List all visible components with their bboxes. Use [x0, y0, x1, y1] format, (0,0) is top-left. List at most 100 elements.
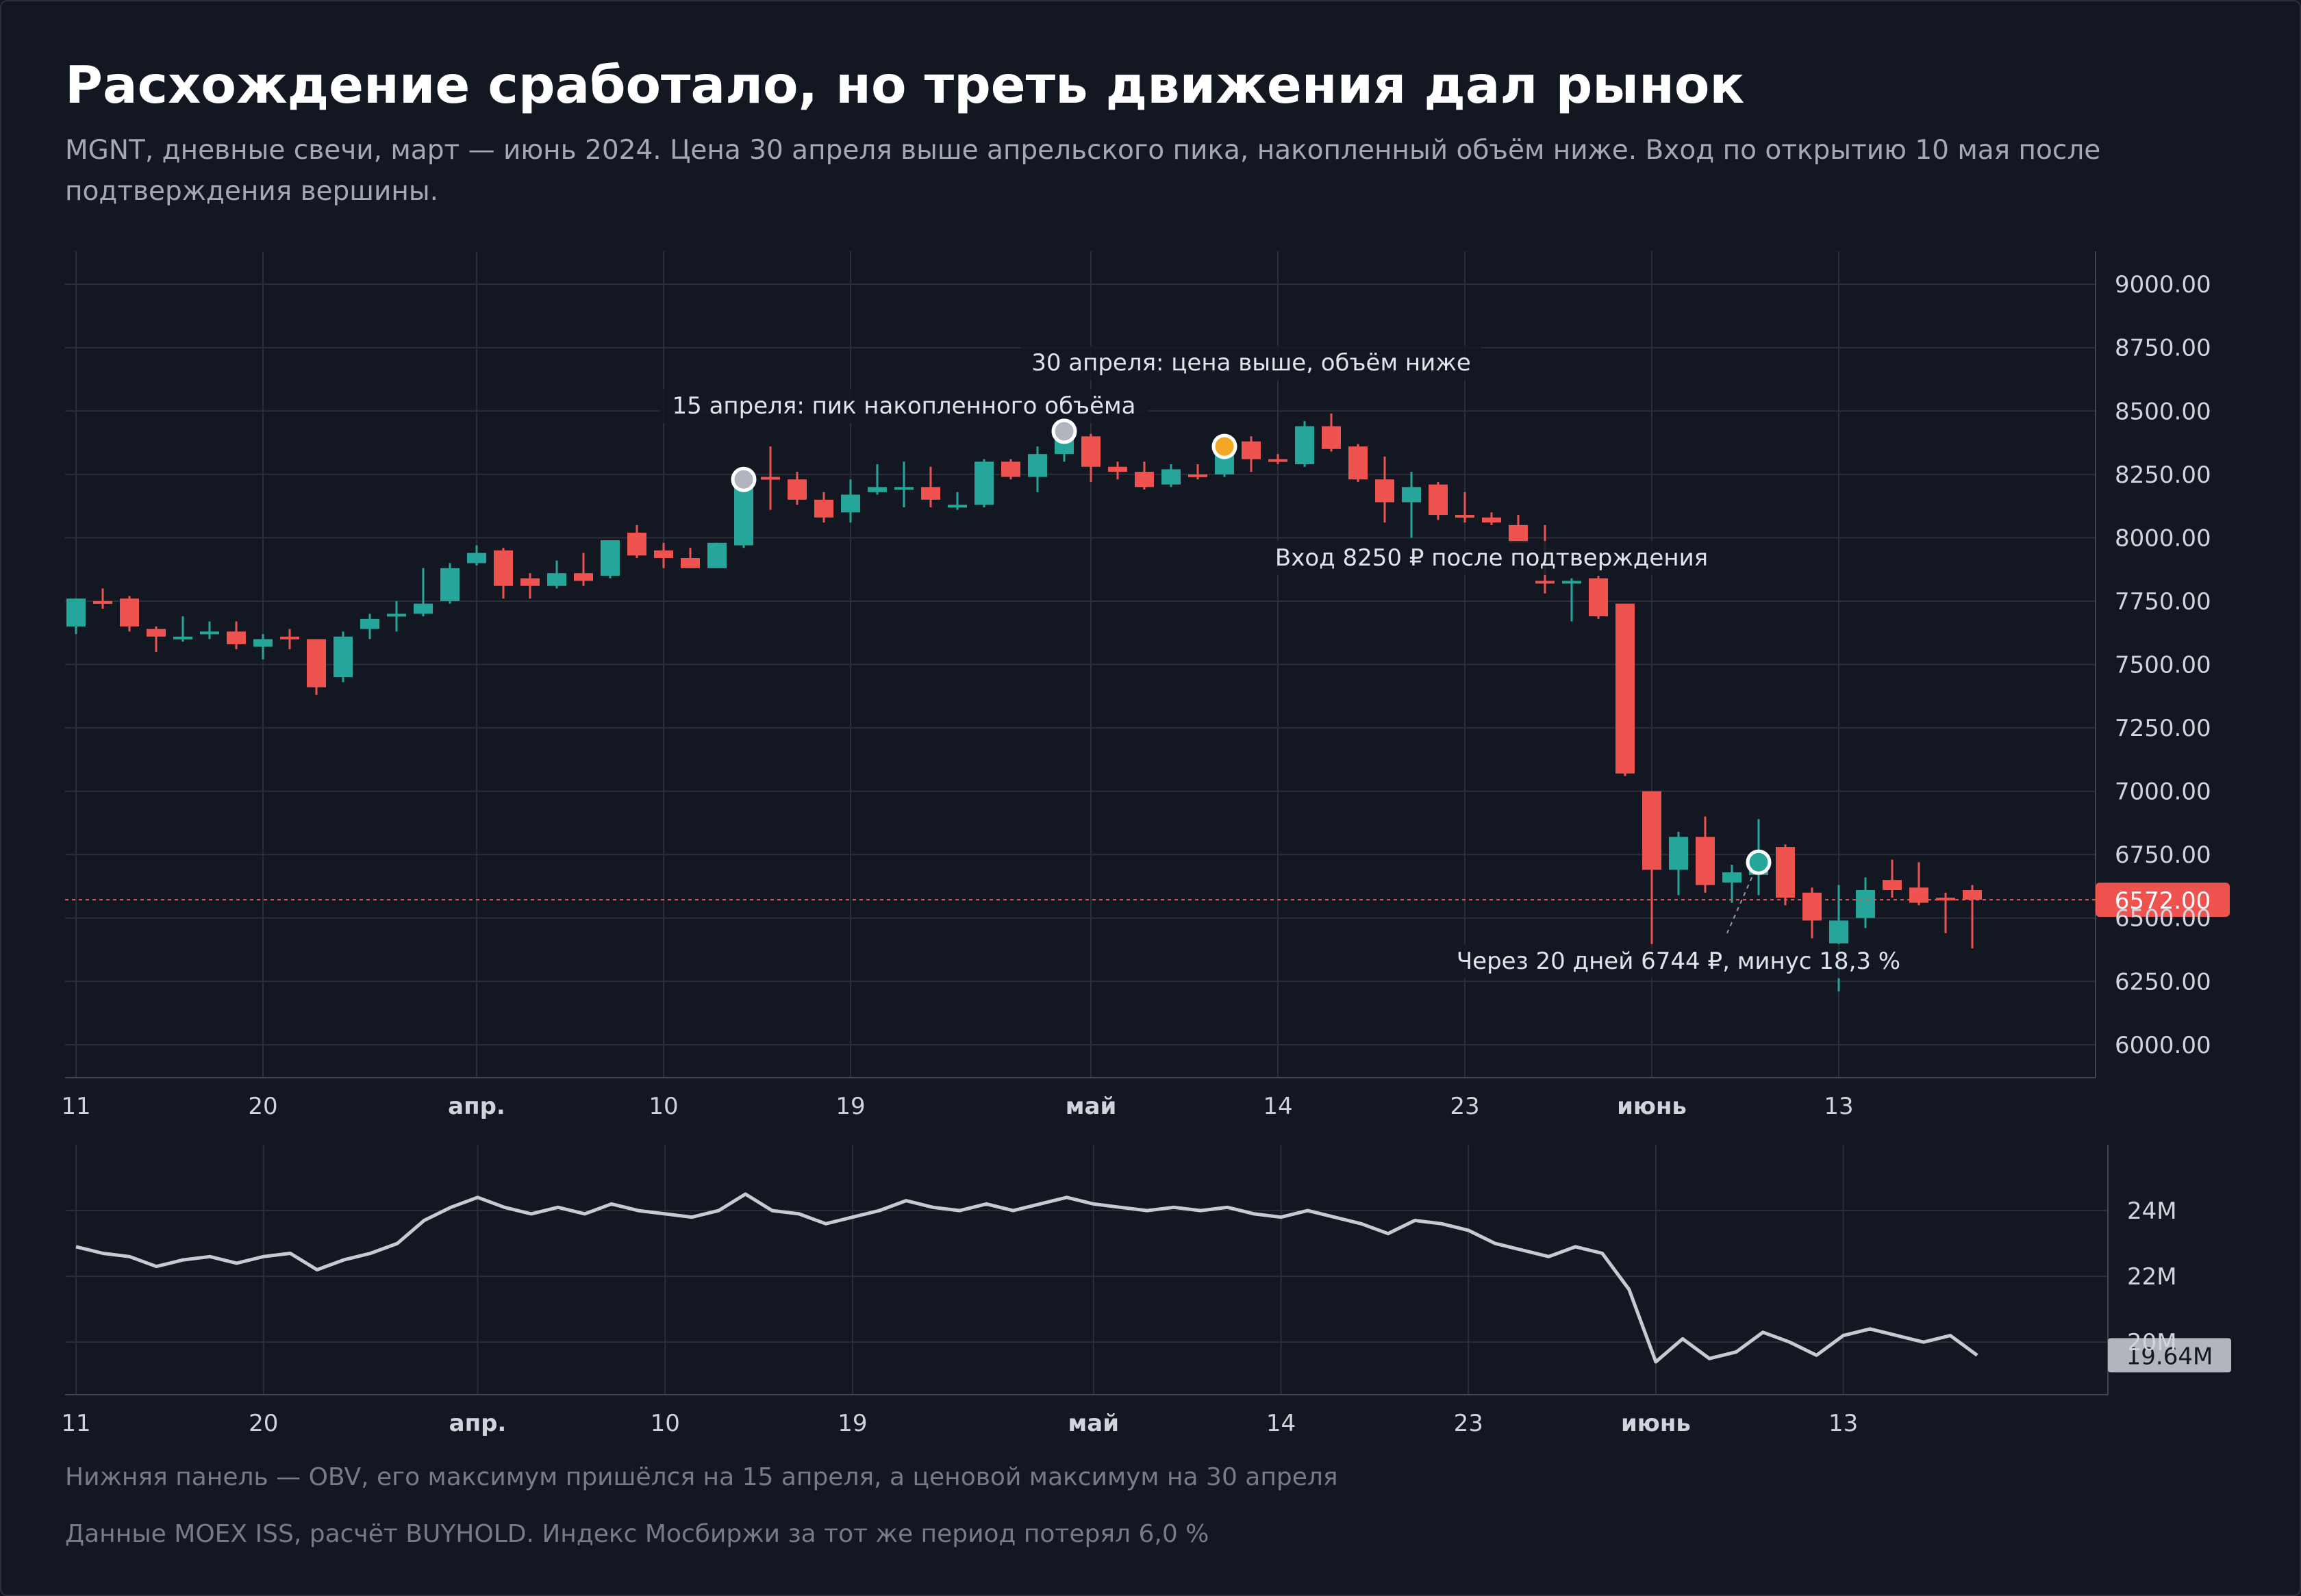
obv-footnote: Нижняя панель — OBV, его максимум пришёл… [65, 1463, 1338, 1491]
candle-body-up [253, 639, 273, 647]
candle-body-up [868, 487, 887, 492]
candle-body-down [1936, 898, 1955, 901]
candle-body-up [707, 542, 727, 568]
candle-body-down [147, 629, 166, 637]
candle-body-down [93, 600, 112, 604]
annotation-backdrop [1021, 346, 1481, 381]
candle-body-up [66, 598, 86, 626]
candle-body-up [200, 631, 219, 635]
candle-body-down [494, 550, 513, 586]
price-y-tick-label: 9000.00 [2115, 271, 2211, 299]
obv-grid [65, 1145, 2109, 1395]
price-y-axis: 9000.00 8750.00 8500.00 8250.00 8000.00 7750.… [2115, 271, 2211, 1059]
candle-body-up [841, 494, 860, 513]
candle-body-down [1509, 524, 1528, 543]
obv-x-tick-label: 13 [1828, 1410, 1858, 1437]
price-x-axis: 11 20 апр. 10 19 май 14 23 июнь 13 [61, 1093, 1853, 1120]
price-x-tick-label: 19 [835, 1093, 865, 1120]
candle-body-down [280, 636, 299, 639]
price-y-tick-label: 7250.00 [2115, 715, 2211, 742]
price-y-tick-label: 7750.00 [2115, 588, 2211, 616]
candle-body-up [1856, 890, 1875, 918]
candle-body-down [227, 631, 246, 644]
price-y-tick-label: 7500.00 [2115, 652, 2211, 679]
candle-body-down [1909, 887, 1928, 903]
candle-body-down [1642, 791, 1661, 870]
candle-body-down [1963, 890, 1982, 900]
obv-x-tick-label: май [1068, 1410, 1120, 1437]
candle-body-up [173, 636, 192, 639]
obv-y-axis: 24M 22M 20M [2127, 1198, 2177, 1356]
annotation-label: 15 апреля: пик накопленного объёма [672, 392, 1136, 420]
candle-body-down [1615, 603, 1635, 774]
candle-body-up [334, 636, 353, 678]
chart-subtitle: MGNT, дневные свечи, март — июнь 2024. Ц… [65, 135, 2101, 207]
candle-body-up [467, 553, 486, 563]
source-footnote: Данные MOEX ISS, расчёт BUYHOLD. Индекс … [65, 1520, 1209, 1548]
candle-body-down [627, 532, 646, 556]
candle-body-up [1295, 426, 1314, 465]
price-y-tick-label: 8000.00 [2115, 524, 2211, 552]
price-x-tick-label: 11 [61, 1093, 90, 1120]
annotation-backdrop [1268, 541, 1715, 576]
candle-body-down [1776, 847, 1795, 898]
candle-body-down [1429, 484, 1448, 516]
candle-body-down [1883, 880, 1902, 891]
candle-body-up [547, 573, 566, 586]
candle-body-down [1802, 892, 1822, 921]
candle-body-down [814, 499, 833, 518]
obv-x-tick-label: июнь [1621, 1410, 1691, 1437]
annotation-backdrop [659, 388, 1148, 423]
candle-body-up [387, 613, 406, 617]
candle-body-down [1268, 459, 1287, 462]
obv-last-value-badge [2108, 1338, 2231, 1373]
candle-body-down [1348, 446, 1368, 480]
price-y-tick-label: 7000.00 [2115, 778, 2211, 806]
obv-y-tick-label: 20M [2127, 1329, 2177, 1356]
price-y-tick-label: 8500.00 [2115, 398, 2211, 425]
price-y-tick-label: 6750.00 [2115, 841, 2211, 869]
marker-obv-peak [731, 466, 757, 492]
candle-body-down [1322, 426, 1341, 449]
price-x-tick-label: 20 [248, 1093, 277, 1120]
marker-exit [1746, 849, 1772, 875]
candle-body-up [1829, 920, 1848, 943]
candle-body-up [1722, 872, 1742, 883]
obv-line [75, 1192, 1978, 1364]
price-candles [66, 413, 1982, 992]
price-x-tick-label: 13 [1824, 1093, 1853, 1120]
price-y-tick-label: 6000.00 [2115, 1032, 2211, 1059]
marker-price-high [1051, 418, 1077, 444]
obv-y-tick-label: 24M [2127, 1198, 2177, 1225]
candle-body-down [681, 557, 700, 568]
last-price-badge [2096, 883, 2230, 917]
candle-body-down [520, 578, 540, 586]
candle-body-down [1001, 461, 1020, 477]
candle-body-down [1135, 472, 1154, 487]
candle-body-up [1161, 469, 1181, 485]
candle-body-up [360, 618, 379, 629]
candle-body-down [1081, 436, 1101, 467]
candle-body-up [975, 461, 994, 505]
candle-body-down [1188, 474, 1207, 477]
obv-x-tick-label: 14 [1266, 1410, 1296, 1437]
price-y-tick-label: 8250.00 [2115, 461, 2211, 489]
annotation-label: 30 апреля: цена выше, объём ниже [1031, 349, 1471, 377]
candle-body-up [894, 487, 914, 490]
price-y-tick-label: 8750.00 [2115, 335, 2211, 362]
candle-body-down [1535, 581, 1555, 584]
candle-body-down [1455, 515, 1474, 518]
candle-body-up [1028, 454, 1047, 477]
candle-body-down [654, 550, 673, 558]
price-x-tick-label: май [1066, 1093, 1117, 1120]
candle-body-down [1482, 517, 1501, 523]
price-y-tick-label: 6500.00 [2115, 905, 2211, 933]
candle-body-up [1402, 487, 1421, 503]
candle-body-down [788, 479, 807, 500]
price-x-tick-label: 23 [1450, 1093, 1479, 1120]
price-x-tick-label: апр. [448, 1093, 505, 1120]
annotation-backdrop [1434, 943, 1923, 978]
candle-body-down [1589, 578, 1608, 617]
candle-body-down [574, 573, 593, 581]
candle-body-down [761, 477, 780, 480]
